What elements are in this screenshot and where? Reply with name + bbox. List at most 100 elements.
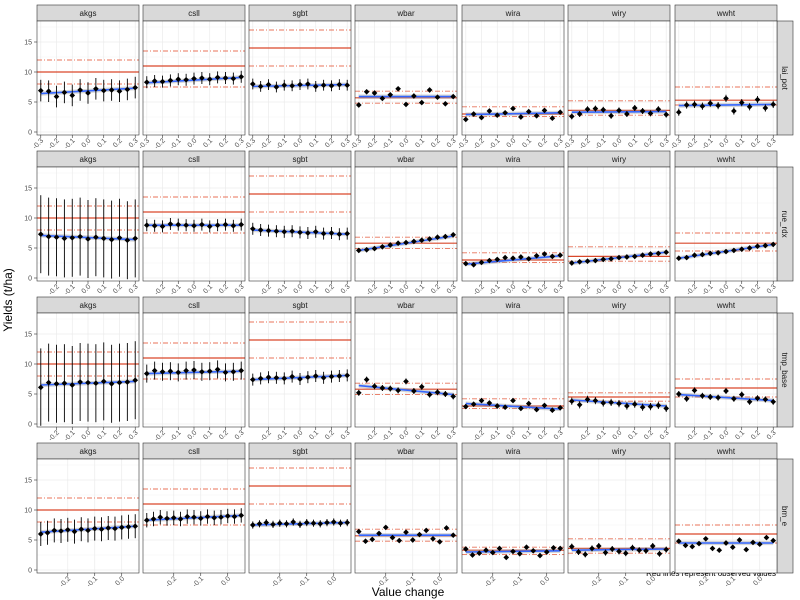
data-point: [696, 540, 702, 547]
data-point: [143, 370, 150, 377]
column-strip-label: akgs: [80, 301, 97, 310]
panel-border: [567, 458, 671, 574]
data-point: [191, 75, 197, 82]
x-tick-label: 0.3: [234, 283, 246, 295]
x-tick-label: 0.0: [293, 137, 305, 149]
data-point: [389, 534, 396, 541]
data-point: [289, 82, 295, 89]
row-strip-label: lai_pot: [780, 66, 789, 90]
data-point: [324, 519, 330, 526]
data-point: [655, 250, 662, 257]
data-point: [387, 91, 394, 98]
data-point: [525, 255, 532, 262]
data-point: [344, 230, 351, 237]
data-point: [568, 260, 575, 266]
column-strip-label: akgs: [80, 447, 97, 456]
x-tick-label: 0.0: [432, 575, 444, 587]
data-point: [355, 247, 362, 254]
data-point: [211, 514, 218, 521]
x-tick-label: -0.1: [488, 283, 502, 297]
data-point: [699, 103, 706, 110]
y-tick-label: 0: [28, 422, 32, 429]
data-point: [257, 227, 264, 233]
data-point: [164, 515, 170, 522]
data-point: [608, 399, 614, 406]
x-tick-label: 0.2: [537, 429, 549, 441]
data-point: [426, 236, 433, 242]
data-point: [541, 402, 548, 409]
data-point: [541, 107, 548, 114]
x-tick-label: 0.1: [202, 429, 214, 441]
data-point: [206, 368, 213, 375]
data-point: [478, 114, 485, 121]
data-point: [93, 234, 99, 241]
data-point: [731, 395, 737, 402]
data-point: [77, 87, 83, 93]
x-tick-label: -0.1: [488, 429, 502, 443]
data-point: [416, 531, 423, 538]
x-tick-label: -0.2: [365, 283, 379, 297]
data-point: [371, 383, 378, 390]
data-point: [584, 106, 591, 113]
data-point: [344, 519, 351, 526]
x-tick-label: -0.2: [165, 575, 179, 589]
x-tick-label: 0.0: [399, 137, 411, 149]
x-tick-label: 0.0: [187, 283, 199, 295]
column-strip-label: wira: [505, 155, 521, 164]
data-point: [108, 380, 115, 387]
data-point: [689, 543, 696, 550]
x-tick-label: 0.3: [128, 283, 140, 295]
data-point: [584, 396, 591, 403]
data-point: [592, 397, 599, 404]
data-point: [124, 237, 131, 244]
data-point: [518, 405, 524, 412]
data-point: [175, 369, 182, 376]
data-point: [403, 529, 409, 536]
data-point: [183, 222, 189, 229]
data-point: [312, 228, 319, 235]
data-point: [183, 76, 189, 83]
plot-background: [37, 459, 139, 573]
data-point: [411, 238, 417, 245]
data-point: [371, 90, 378, 96]
x-tick-label: -0.1: [86, 575, 100, 589]
x-tick-label: -0.2: [259, 283, 273, 297]
column-strip-label: csll: [188, 447, 200, 456]
data-point: [608, 255, 614, 262]
data-point: [270, 521, 276, 528]
x-tick-label: -0.1: [275, 283, 289, 297]
data-point: [363, 88, 370, 95]
y-tick-label: 5: [28, 392, 32, 399]
facet-panel: csll -0.2 -0.1 0.0: [142, 442, 246, 589]
x-tick-label: -0.2: [365, 137, 379, 151]
data-point: [116, 234, 123, 241]
x-tick-label: 0.3: [553, 283, 565, 295]
y-tick-label: 10: [24, 216, 32, 223]
data-point: [575, 549, 582, 555]
x-tick-label: -0.2: [47, 137, 61, 151]
data-point: [442, 100, 449, 107]
data-point: [663, 111, 670, 118]
data-point: [328, 373, 335, 380]
x-tick-label: 0.0: [506, 283, 518, 295]
data-point: [91, 525, 98, 532]
data-point: [675, 255, 682, 262]
row-strip-label: tmp_base: [780, 352, 789, 388]
data-point: [108, 87, 115, 93]
data-point: [297, 229, 303, 236]
data-point: [543, 549, 550, 555]
data-point: [486, 257, 493, 264]
y-tick-label: 5: [28, 246, 32, 253]
x-tick-label: -0.1: [594, 429, 608, 443]
data-point: [486, 400, 493, 406]
x-tick-label: 0.3: [553, 137, 565, 149]
data-point: [328, 82, 335, 89]
data-point: [132, 377, 139, 384]
data-point: [249, 225, 256, 232]
data-point: [281, 375, 288, 382]
data-point: [170, 514, 177, 521]
y-tick-label: 5: [28, 100, 32, 107]
data-point: [297, 521, 303, 528]
data-point: [469, 552, 476, 558]
data-point: [584, 258, 591, 265]
